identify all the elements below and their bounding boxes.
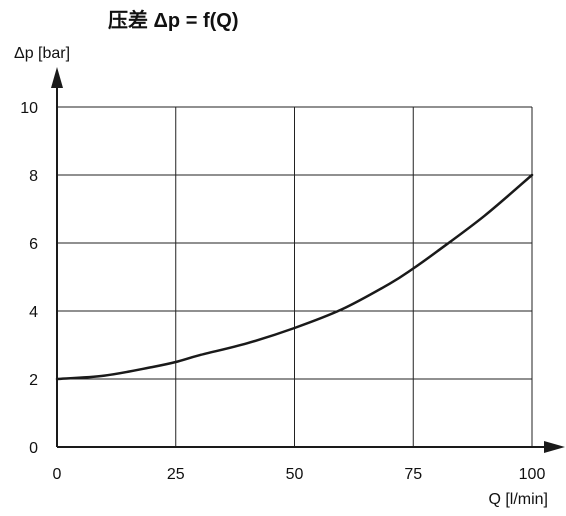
y-tick-label: 2 — [29, 372, 38, 389]
axes — [51, 67, 565, 453]
series-line — [55, 173, 534, 381]
x-tick-label: 25 — [167, 466, 185, 483]
x-axis-label: Q [l/min] — [488, 491, 548, 508]
x-axis-arrow-icon — [544, 441, 565, 453]
y-tick-label: 4 — [29, 304, 38, 321]
y-axis-label: Δp [bar] — [14, 45, 70, 62]
x-tick-label: 100 — [519, 466, 546, 483]
grid — [57, 106, 533, 447]
y-axis-arrow-icon — [51, 67, 63, 88]
x-tick-label: 50 — [286, 466, 304, 483]
tick-labels: 0 25 50 75 100 0 2 4 6 8 10 — [20, 100, 545, 483]
y-tick-label: 0 — [29, 440, 38, 457]
x-tick-label: 75 — [404, 466, 422, 483]
y-tick-label: 6 — [29, 236, 38, 253]
y-tick-label: 8 — [29, 168, 38, 185]
x-tick-label: 0 — [53, 466, 62, 483]
series-layer — [55, 173, 534, 381]
chart-title: 压差 Δp = f(Q) — [108, 8, 238, 32]
y-tick-label: 10 — [20, 100, 38, 117]
